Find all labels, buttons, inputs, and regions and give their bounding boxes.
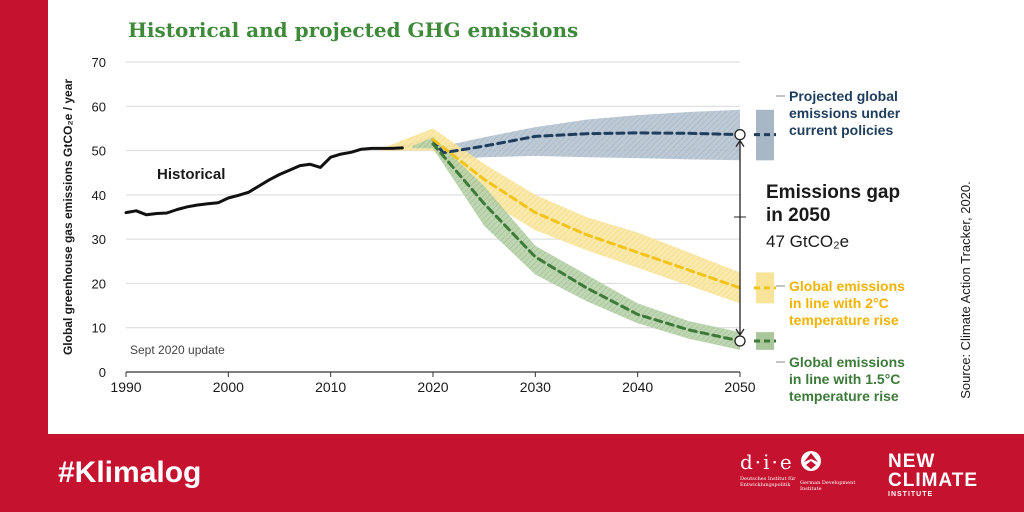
gap-value: 47 GtCO₂e [766,232,849,251]
series-line-two_degree [431,138,742,290]
die-logo-mark: d·i·e [740,450,794,474]
gdi-logo-subtitle: German Development Institute [800,480,856,492]
gdi-logo: German Development Institute [800,450,860,492]
y-tick-label-50: 50 [92,144,106,159]
y-tick-label-40: 40 [92,188,106,203]
nci-line-1: NEW [888,451,936,472]
die-logo-subtitle: Deutsches Institut für Entwicklungspolit… [740,476,796,488]
one-five-legend-label-line-0: Global emissions [789,354,905,370]
gdi-emblem-icon [801,451,821,471]
grid-lines [126,61,740,329]
gap-arrow-head-up [735,139,745,147]
series-lines [124,131,742,343]
gap-arrow-bottom-marker [734,335,746,347]
die-logo: d·i·e Deutsches Institut für Entwicklung… [740,450,810,488]
x-tick-label-2020: 2020 [417,379,448,395]
y-axis-label: Global greenhouse gas emissions GtCO₂e /… [61,79,75,355]
x-tick-label-2050: 2050 [724,379,755,395]
new-climate-logo: NEW CLIMATE INSTITUTE [888,452,978,498]
gap-arrow-top-marker [734,128,746,141]
chart-svg: 1990 2000 2010 2020 2030 2040 2050010203040506… [61,55,973,404]
current-legend-label-line-2: current policies [789,122,893,138]
nci-line-2: CLIMATE [888,470,979,491]
two-degree-legend-label-line-2: temperature rise [789,312,899,328]
two-degree-legend-label-line-0: Global emissions [789,278,905,294]
hashtag-label: #Klimalog [58,456,202,489]
series-line-current [431,131,742,155]
y-tick-label-70: 70 [92,55,106,70]
two-degree-legend-label-line-1: in line with 2°C [789,295,889,311]
series-line-historical [124,146,404,217]
series-line-one_five [431,142,742,343]
x-tick-label-2040: 2040 [622,379,653,395]
band-two_degree [381,128,740,304]
y-tick-label-60: 60 [92,99,106,114]
x-tick-label-1990: 1990 [110,379,141,395]
x-tick-label-2030: 2030 [520,379,551,395]
y-tick-label-0: 0 [99,365,106,380]
x-tick-label-2010: 2010 [315,379,346,395]
current-legend-label-line-1: emissions under [789,105,901,121]
y-tick-label-10: 10 [92,321,106,336]
one-five-legend-label-line-1: in line with 1.5°C [789,371,900,387]
gap-title-line-1: in 2050 [766,205,830,226]
frame-border [0,0,48,434]
chart-title: Historical and projected GHG emissions [128,18,579,42]
y-tick-label-30: 30 [92,232,106,247]
historical-label: Historical [157,166,225,183]
nci-line-3: INSTITUTE [888,491,934,498]
one-five-legend-label-line-2: temperature rise [789,388,899,404]
update-note: Sept 2020 update [130,343,225,357]
axes: 1990 2000 2010 2020 2030 2040 2050010203040506… [61,55,756,395]
gap-arrow-head-down [735,328,745,337]
current-legend-label-line-0: Projected global [789,88,898,104]
gap-title-line-0: Emissions gap [766,182,900,203]
x-tick-label-2000: 2000 [213,379,244,395]
y-tick-label-20: 20 [92,276,106,291]
source-label: Source: Climate Action Tracker, 2020. [958,181,973,399]
